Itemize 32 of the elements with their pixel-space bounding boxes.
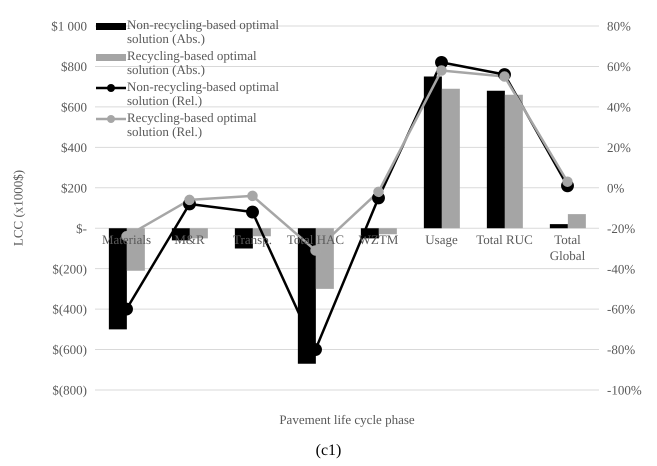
y-tick-label: $(400) bbox=[52, 302, 87, 317]
y-tick-label: $(800) bbox=[52, 382, 87, 398]
y-tick-label: $(200) bbox=[52, 261, 87, 276]
x-axis-title: Pavement life cycle phase bbox=[279, 412, 415, 427]
x-tick-label: Materials bbox=[102, 232, 152, 248]
y2-tick-label: 60% bbox=[607, 59, 631, 74]
y2-tick-label: -20% bbox=[607, 220, 636, 236]
y2-tick-label: 20% bbox=[607, 140, 631, 155]
x-tick-label: Total RUC bbox=[476, 232, 533, 248]
y-tick-label: $200 bbox=[61, 180, 87, 196]
x-tick-label: Total Global bbox=[550, 232, 586, 264]
y2-tick-label: 80% bbox=[607, 18, 631, 34]
legend-label: Recycling-based optimal solution (Rel.) bbox=[127, 110, 258, 139]
text: (c1) bbox=[314, 442, 342, 460]
y-tick-label: $600 bbox=[61, 100, 87, 115]
y-axis-title: LCC (x1000$) bbox=[10, 170, 26, 246]
y2-tick-label: -100% bbox=[607, 382, 642, 398]
y2-tick-label: -60% bbox=[607, 302, 636, 317]
y2-tick-label: 40% bbox=[607, 100, 631, 115]
y-tick-label: $- bbox=[76, 220, 87, 236]
y2-tick-label: -80% bbox=[607, 342, 636, 358]
y-tick-label: $800 bbox=[61, 59, 87, 74]
legend-label: Non-recycling-based optimal solution (Rel.) bbox=[127, 79, 280, 108]
x-tick-label: Usage bbox=[425, 232, 458, 248]
y-tick-label: $1 000 bbox=[51, 18, 87, 34]
y-tick-label: $(600) bbox=[52, 342, 87, 358]
legend-label: Non-recycling-based optimal solution (Abs.) bbox=[127, 17, 280, 46]
y-tick-label: $400 bbox=[61, 140, 87, 155]
y2-tick-label: 0% bbox=[607, 180, 624, 196]
x-tick-label: M&R bbox=[174, 232, 205, 248]
legend-label: Recycling-based optimal solution (Abs.) bbox=[127, 48, 258, 77]
y2-tick-label: -40% bbox=[607, 261, 636, 276]
